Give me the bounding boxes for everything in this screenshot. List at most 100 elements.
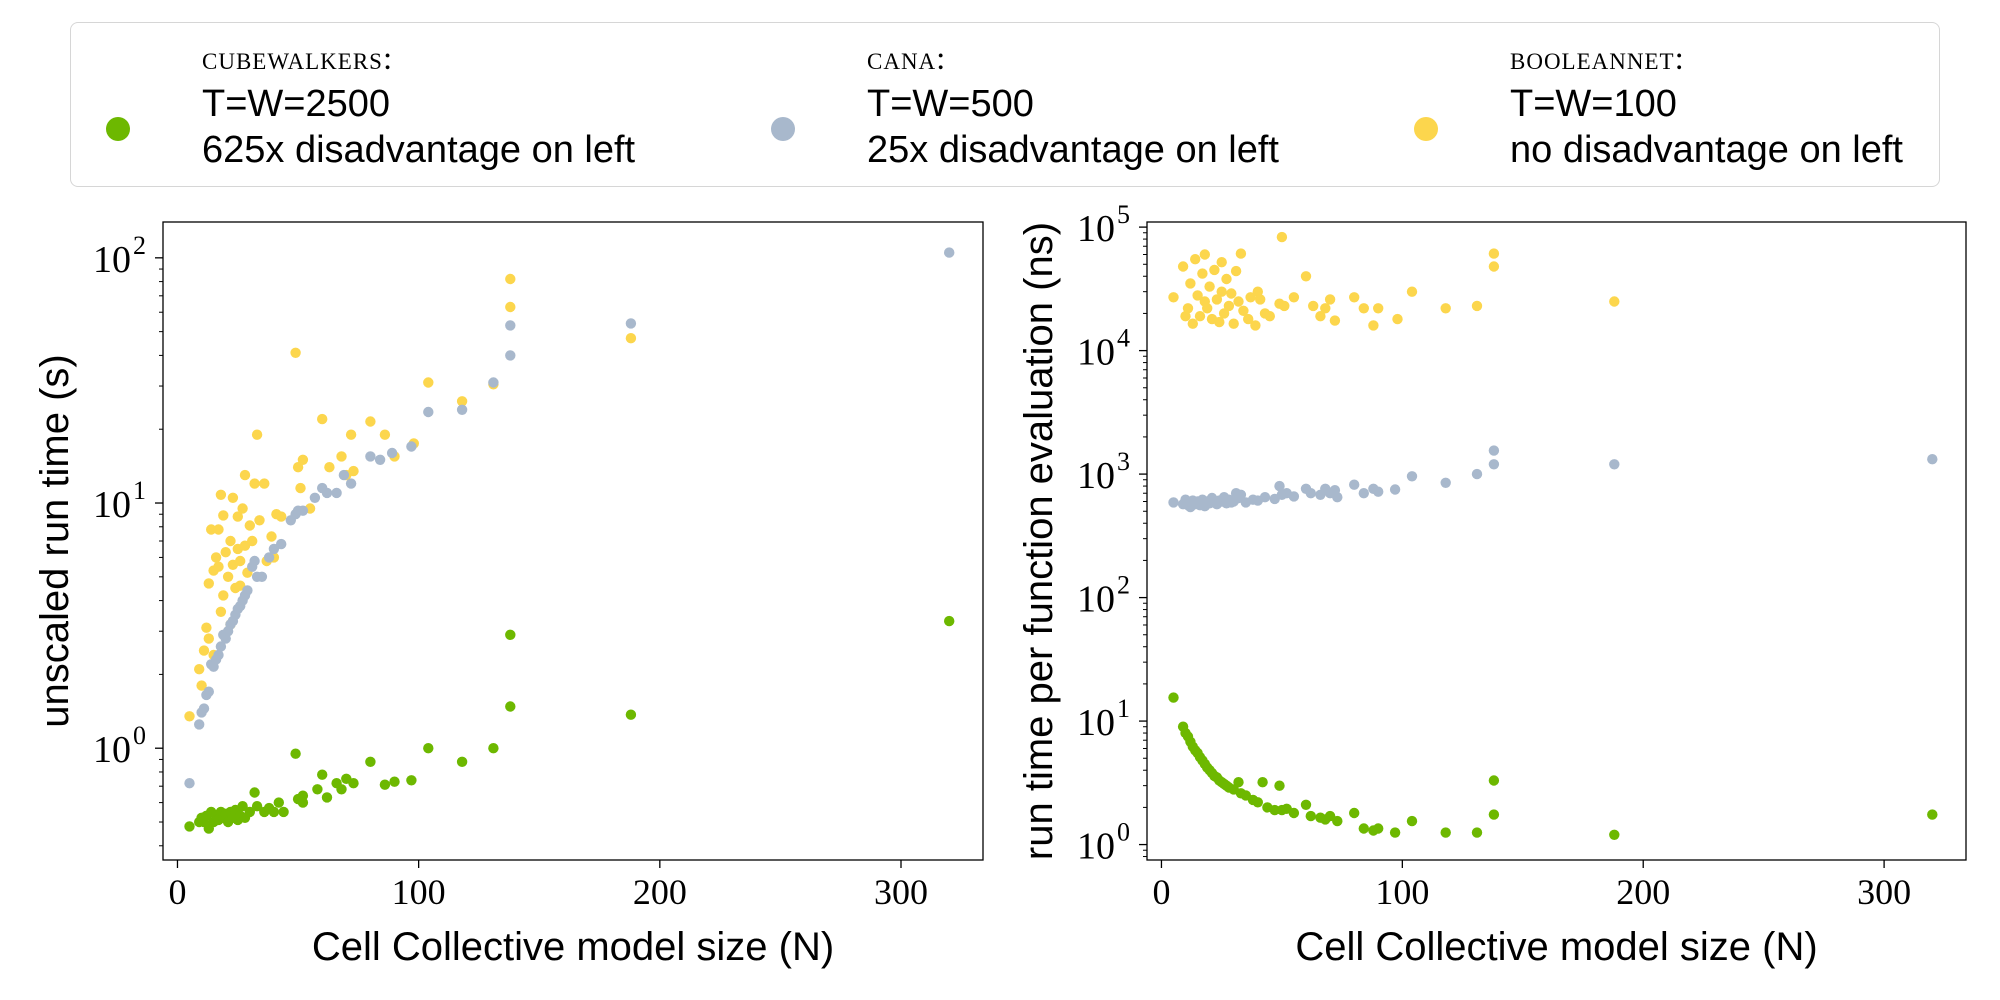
data-point	[266, 531, 277, 542]
data-point	[1221, 273, 1232, 285]
data-point	[1288, 807, 1300, 819]
data-point	[235, 555, 246, 567]
data-point	[423, 406, 434, 418]
y-tick-exponent: 4	[1117, 324, 1130, 353]
data-point	[194, 719, 205, 730]
data-point	[184, 821, 195, 832]
data-point	[336, 784, 347, 795]
data-point	[1488, 248, 1500, 259]
data-point	[1471, 300, 1483, 312]
data-point	[1257, 777, 1268, 788]
data-point	[215, 641, 227, 652]
data-point	[1216, 286, 1227, 297]
data-point	[203, 578, 214, 589]
data-point	[1209, 264, 1220, 276]
data-point	[1392, 313, 1403, 325]
data-point	[1488, 445, 1500, 456]
data-point	[1440, 303, 1451, 314]
data-point	[297, 454, 309, 465]
data-point	[263, 552, 275, 563]
data-point	[1243, 313, 1254, 325]
data-point	[1329, 315, 1341, 326]
data-point	[365, 756, 376, 767]
data-point	[1235, 489, 1247, 500]
y-tick-exponent: 1	[1117, 694, 1130, 723]
data-point	[379, 429, 391, 440]
legend-marker-cubewalkers	[106, 117, 130, 141]
data-point	[213, 524, 224, 535]
data-point	[1300, 271, 1312, 282]
data-point	[1245, 292, 1256, 303]
data-point	[213, 561, 224, 572]
data-point	[251, 801, 263, 812]
legend: cubewalkers: T=W=2500 625x disadvantage …	[70, 22, 1940, 187]
data-point	[1168, 692, 1179, 703]
data-point	[1168, 497, 1179, 508]
data-point	[1349, 807, 1360, 819]
data-point	[1488, 261, 1500, 272]
data-point	[1216, 257, 1227, 268]
plot-frame	[162, 221, 984, 861]
data-point	[1194, 311, 1206, 322]
y-tick-exponent: 0	[1117, 818, 1130, 847]
data-point	[1927, 454, 1938, 465]
data-point	[232, 511, 243, 522]
data-point	[423, 743, 434, 754]
data-point	[1214, 316, 1225, 328]
data-point	[290, 347, 301, 358]
data-point	[1199, 249, 1211, 260]
series-booleannet	[184, 273, 637, 722]
data-point	[1332, 815, 1343, 827]
data-point	[1609, 459, 1620, 470]
data-point	[456, 756, 468, 767]
y-axis-label: unscaled run time (s)	[33, 354, 77, 727]
data-point	[505, 301, 516, 313]
data-point	[386, 447, 398, 459]
data-point	[206, 524, 217, 535]
y-tick-label: 10	[1077, 208, 1115, 250]
data-point	[297, 797, 309, 808]
data-point	[251, 429, 263, 440]
y-tick-label: 10	[1077, 579, 1115, 621]
data-point	[406, 775, 417, 786]
data-point	[456, 396, 468, 407]
data-point	[1389, 827, 1401, 838]
data-point	[379, 779, 391, 790]
data-point	[406, 441, 417, 452]
data-point	[1235, 248, 1247, 259]
data-point	[1187, 318, 1199, 329]
x-tick-label: 0	[1152, 872, 1170, 912]
data-point	[488, 743, 499, 754]
data-point	[249, 478, 260, 489]
data-point	[1276, 231, 1288, 243]
data-point	[218, 510, 229, 521]
data-point	[247, 535, 258, 547]
data-point	[321, 487, 333, 499]
y-tick-exponent: 5	[1117, 200, 1130, 229]
data-point	[1471, 468, 1483, 480]
data-point	[365, 416, 376, 427]
legend-note: 25x disadvantage on left	[867, 129, 1279, 171]
data-point	[222, 571, 234, 582]
data-point	[194, 664, 205, 675]
data-point	[1406, 471, 1418, 482]
data-point	[1406, 815, 1418, 827]
data-point	[225, 535, 236, 547]
data-point	[505, 701, 516, 712]
data-point	[273, 797, 284, 808]
legend-param: T=W=500	[867, 83, 1034, 125]
data-point	[348, 778, 359, 789]
data-point	[1211, 294, 1223, 305]
data-point	[239, 469, 251, 481]
y-tick-label: 10	[1077, 332, 1115, 374]
data-point	[1185, 278, 1196, 289]
data-point	[292, 462, 304, 473]
data-point	[1320, 303, 1331, 314]
data-point	[1288, 491, 1300, 502]
data-point	[1255, 294, 1266, 305]
legend-name: booleannet:	[1510, 41, 1685, 77]
data-point	[198, 645, 210, 656]
data-point	[1609, 829, 1620, 840]
data-point	[201, 622, 212, 633]
